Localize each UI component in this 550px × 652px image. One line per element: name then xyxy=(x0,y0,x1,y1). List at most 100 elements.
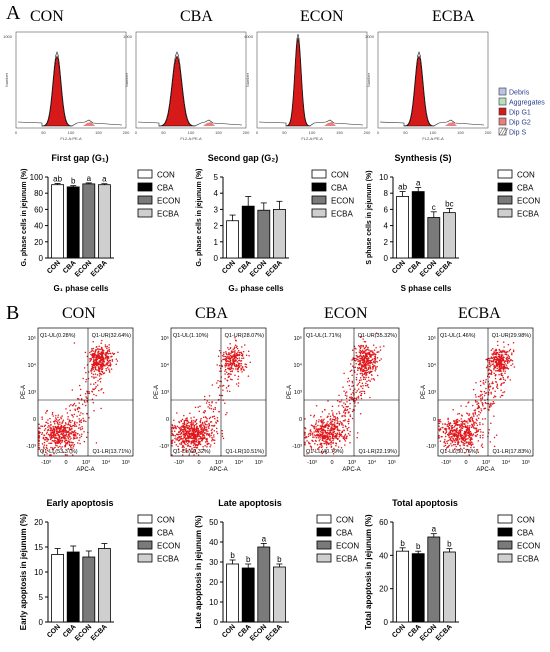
flow-event xyxy=(68,429,71,431)
flow-event xyxy=(194,430,197,433)
flow-event xyxy=(71,420,74,422)
histogram-title-cba: CBA xyxy=(180,8,213,25)
flow-event xyxy=(68,436,70,438)
flow-event xyxy=(361,373,364,375)
flow-event xyxy=(363,370,365,372)
flow-event xyxy=(498,373,500,376)
flow-event xyxy=(351,359,353,361)
flow-event xyxy=(490,364,492,367)
flow-event xyxy=(490,422,492,424)
flow-event xyxy=(509,359,512,361)
flow-event xyxy=(359,372,362,375)
flow-event xyxy=(38,442,40,445)
flow-event xyxy=(49,426,51,428)
flow-event xyxy=(321,424,323,426)
flow-event xyxy=(481,398,484,400)
bar-legend-label: ECON xyxy=(336,542,359,551)
bar-legend-label: CON xyxy=(157,171,175,180)
flow-event xyxy=(318,447,320,449)
flow-event xyxy=(70,403,72,406)
flow-event xyxy=(102,364,104,366)
flow-event xyxy=(360,345,363,347)
flow-event xyxy=(306,440,308,442)
flow-event xyxy=(180,435,183,437)
flow-event xyxy=(375,368,377,370)
flow-event xyxy=(64,445,66,448)
flow-event xyxy=(343,429,346,432)
flow-event xyxy=(475,401,477,403)
flow-event xyxy=(191,434,194,437)
flow-event xyxy=(465,430,467,432)
flow-event xyxy=(90,372,93,374)
flow-event xyxy=(457,440,459,442)
flow-event xyxy=(483,394,486,397)
flow-event xyxy=(479,422,481,424)
flow-event xyxy=(233,360,235,363)
flow-event xyxy=(185,450,188,452)
flow-event xyxy=(241,346,243,348)
flow-event xyxy=(489,385,492,388)
flow-event xyxy=(108,346,110,349)
significance-letter: b xyxy=(277,555,282,564)
flow-event xyxy=(117,351,119,353)
flow-event xyxy=(196,435,198,437)
flow-event xyxy=(364,350,367,352)
flow-event xyxy=(91,398,94,400)
flow-event xyxy=(78,424,81,426)
flow-event xyxy=(346,380,349,383)
flow-event xyxy=(344,394,347,397)
flow-event xyxy=(487,391,490,393)
flow-event xyxy=(354,371,356,374)
flow-event xyxy=(185,432,188,435)
y-tick-label: 10 xyxy=(34,568,43,577)
flow-event xyxy=(441,423,444,425)
flow-event xyxy=(320,427,323,430)
flow-event xyxy=(65,433,68,436)
flow-event xyxy=(363,361,365,363)
flow-event xyxy=(102,351,105,353)
flow-event xyxy=(42,437,45,439)
flow-event xyxy=(39,427,41,430)
flow-event xyxy=(367,361,370,363)
flow-event xyxy=(364,378,367,380)
flow-event xyxy=(216,417,219,419)
flow-event xyxy=(489,405,491,407)
flow-event xyxy=(364,354,367,357)
quadrant-lr-label: Q1-LR(10.51%) xyxy=(225,449,264,455)
flow-event xyxy=(94,381,97,384)
flow-event xyxy=(447,421,450,423)
flow-event xyxy=(89,351,91,354)
flow-event xyxy=(380,358,382,360)
flow-event xyxy=(362,378,365,380)
flow-event xyxy=(63,428,65,430)
flow-event xyxy=(493,359,495,362)
flow-event xyxy=(338,436,341,438)
flow-event xyxy=(446,446,449,449)
flow-event xyxy=(172,434,174,436)
flow-event xyxy=(198,410,201,413)
flow-event xyxy=(485,387,487,390)
flow-xlabel: APC-A xyxy=(76,467,94,473)
flow-event xyxy=(344,444,346,446)
flow-event xyxy=(339,433,341,436)
flow-event xyxy=(59,423,61,425)
flow-event xyxy=(317,420,320,423)
flow-event xyxy=(501,350,503,353)
flow-event xyxy=(491,381,494,383)
x-axis-label: S phase cells xyxy=(401,284,452,293)
flow-event xyxy=(505,357,507,360)
flow-event xyxy=(73,342,76,344)
flow-event xyxy=(502,349,504,352)
flow-event xyxy=(504,360,507,363)
flow-event xyxy=(453,435,456,438)
flow-event xyxy=(89,360,91,363)
flow-event xyxy=(332,418,334,420)
x-tick-label: ECBA xyxy=(435,259,454,278)
flow-event xyxy=(203,432,205,434)
flow-xtick: -10³ xyxy=(307,460,317,466)
flow-event xyxy=(104,345,107,348)
flow-event xyxy=(476,401,478,403)
flow-ytick: 10⁴ xyxy=(294,362,303,369)
flow-event xyxy=(183,414,185,417)
flow-event xyxy=(304,418,306,420)
